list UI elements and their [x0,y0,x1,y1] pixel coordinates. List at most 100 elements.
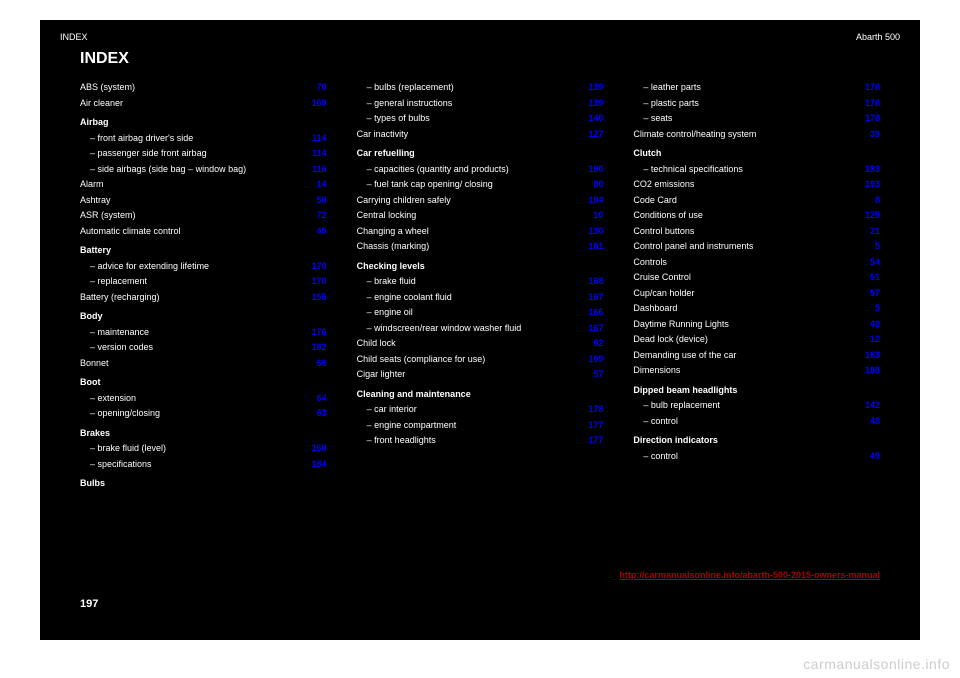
index-page-link[interactable]: 178 [865,81,880,95]
index-entry-label: – bulb replacement [643,399,865,413]
index-page-link[interactable]: 21 [870,225,880,239]
index-entry: ASR (system)72 [80,208,327,224]
index-page-link[interactable]: 169 [312,97,327,111]
index-page-link[interactable]: 66 [317,357,327,371]
index-entry-label: Direction indicators [633,434,880,448]
manual-page: INDEX Abarth 500 INDEX ABS (system)70Air… [40,20,920,640]
index-page-link[interactable]: 51 [870,271,880,285]
index-entry-label: Dead lock (device) [633,333,870,347]
index-page-link[interactable]: 130 [588,225,603,239]
index-page-link[interactable]: 64 [317,392,327,406]
index-page-link[interactable]: 181 [588,240,603,254]
index-page-link[interactable]: 177 [588,434,603,448]
index-entry-label: – front airbag driver's side [90,132,312,146]
index-entry: – engine oil166 [357,305,604,321]
index-page-link[interactable]: 155 [312,291,327,305]
index-page-link[interactable]: 167 [588,291,603,305]
index-page-link[interactable]: 170 [312,260,327,274]
index-entry-label: Cup/can holder [633,287,870,301]
index-entry: – specifications184 [80,457,327,473]
index-entry: Child lock62 [357,336,604,352]
index-entry: ABS (system)70 [80,80,327,96]
index-page-link[interactable]: 57 [870,287,880,301]
index-entry: Brakes [80,426,327,442]
index-entry-label: Car inactivity [357,128,589,142]
index-page-link[interactable]: 176 [312,326,327,340]
index-entry: – leather parts178 [633,80,880,96]
index-entry-label: Clutch [633,147,880,161]
index-entry-label: – brake fluid [367,275,589,289]
index-page-link[interactable]: 39 [870,128,880,142]
index-page-link[interactable]: 63 [317,407,327,421]
index-entry-label: Airbag [80,116,327,130]
index-page-link[interactable]: 8 [875,194,880,208]
index-page-link[interactable]: 139 [588,97,603,111]
index-page-link[interactable]: 140 [588,112,603,126]
index-page-link[interactable]: 5 [875,240,880,254]
index-entry: – seats178 [633,111,880,127]
index-page-link[interactable]: 184 [312,458,327,472]
index-page-link[interactable]: 5 [875,302,880,316]
index-page-link[interactable]: 54 [870,256,880,270]
index-page-link[interactable]: 142 [865,399,880,413]
index-entry: Automatic climate control45 [80,224,327,240]
index-columns: ABS (system)70Air cleaner169Airbag– fron… [80,80,880,492]
index-page-link[interactable]: 49 [870,450,880,464]
index-page-link[interactable]: 14 [317,178,327,192]
index-page-link[interactable]: 166 [588,306,603,320]
index-entry: – bulbs (replacement)139 [357,80,604,96]
index-page-link[interactable]: 188 [865,364,880,378]
index-page-link[interactable]: 12 [870,333,880,347]
index-page-link[interactable]: 58 [317,194,327,208]
index-page-link[interactable]: 163 [865,349,880,363]
index-page-link[interactable]: 190 [588,163,603,177]
index-entry-label: – front headlights [367,434,589,448]
index-page-link[interactable]: 62 [593,337,603,351]
index-page-link[interactable]: 167 [588,322,603,336]
index-entry: – general instructions139 [357,96,604,112]
source-link[interactable]: http://carmanualsonline.info/abarth-500-… [619,570,880,580]
index-page-link[interactable]: 168 [312,442,327,456]
index-page-link[interactable]: 109 [588,353,603,367]
index-page-link[interactable]: 10 [593,209,603,223]
index-page-link[interactable]: 72 [317,209,327,223]
index-page-link[interactable]: 125 [865,209,880,223]
index-entry-label: – engine compartment [367,419,589,433]
index-page-link[interactable]: 127 [588,128,603,142]
index-entry-label: – engine coolant fluid [367,291,589,305]
index-page-link[interactable]: 48 [870,318,880,332]
index-page-link[interactable]: 45 [317,225,327,239]
index-page-link[interactable]: 178 [865,97,880,111]
index-page-link[interactable]: 177 [588,419,603,433]
index-entry: Carrying children safely104 [357,193,604,209]
index-entry-label: ASR (system) [80,209,317,223]
index-entry-label: Control panel and instruments [633,240,875,254]
index-entry: CO2 emissions193 [633,177,880,193]
index-entry: – advice for extending lifetime170 [80,259,327,275]
index-page-link[interactable]: 178 [588,403,603,417]
index-entry: Changing a wheel130 [357,224,604,240]
index-entry: Clutch [633,146,880,162]
index-page-link[interactable]: 178 [865,112,880,126]
index-page-link[interactable]: 114 [312,147,327,161]
index-entry-label: – replacement [90,275,312,289]
index-page-link[interactable]: 193 [865,178,880,192]
index-page-link[interactable]: 104 [588,194,603,208]
index-page-link[interactable]: 182 [312,341,327,355]
index-entry-label: Automatic climate control [80,225,317,239]
index-entry: Car inactivity127 [357,127,604,143]
index-page-link[interactable]: 70 [317,81,327,95]
index-entry: Cleaning and maintenance [357,387,604,403]
index-entry-label: – plastic parts [643,97,865,111]
index-page-link[interactable]: 139 [588,81,603,95]
index-page-link[interactable]: 116 [312,163,327,177]
index-page-link[interactable]: 114 [312,132,327,146]
index-page-link[interactable]: 57 [593,368,603,382]
index-page-link[interactable]: 183 [865,163,880,177]
index-entry: – windscreen/rear window washer fluid167 [357,321,604,337]
index-entry-label: – version codes [90,341,312,355]
index-page-link[interactable]: 80 [593,178,603,192]
index-page-link[interactable]: 48 [870,415,880,429]
index-page-link[interactable]: 168 [588,275,603,289]
index-page-link[interactable]: 170 [312,275,327,289]
